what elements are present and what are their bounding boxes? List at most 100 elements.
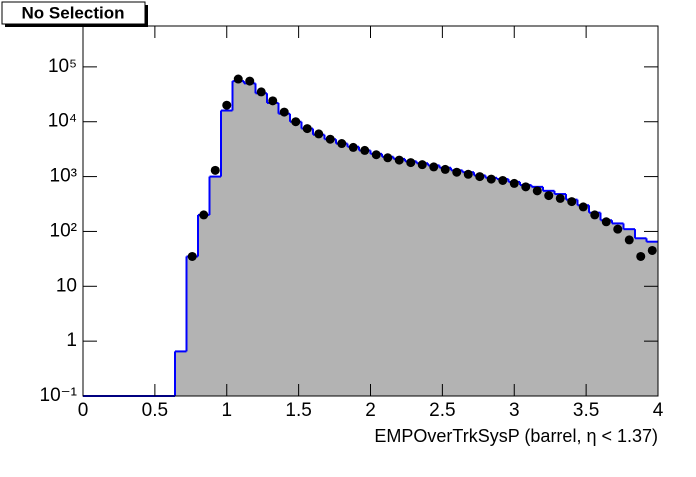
data-point	[463, 169, 473, 179]
bin	[290, 121, 302, 396]
x-tick-label: 4	[653, 400, 664, 421]
data-point	[521, 182, 531, 192]
bin	[451, 170, 463, 396]
data-point	[624, 235, 634, 245]
x-tick-label: 0.5	[142, 400, 168, 421]
bin	[186, 256, 198, 396]
x-tick-label: 0	[78, 400, 89, 421]
bin	[175, 351, 187, 396]
data-point	[256, 87, 266, 97]
bin	[566, 199, 578, 396]
bin	[485, 177, 497, 396]
data-point	[325, 134, 335, 144]
data-point	[314, 129, 324, 139]
data-point	[199, 210, 209, 220]
bin	[405, 161, 417, 396]
title-box	[1, 1, 146, 25]
data-point	[601, 217, 611, 227]
data-point	[498, 175, 508, 185]
bin	[635, 238, 647, 396]
data-point	[486, 174, 496, 184]
bin	[577, 205, 589, 396]
data-point	[636, 251, 646, 261]
y-tick-label: 10⁴	[48, 111, 77, 132]
data-point	[532, 186, 542, 196]
bin	[221, 110, 233, 396]
bin	[416, 163, 428, 396]
data-point	[279, 107, 289, 117]
data-point	[222, 100, 232, 110]
bin	[474, 175, 486, 396]
data-point	[210, 165, 220, 175]
bin	[232, 81, 244, 397]
bin	[428, 165, 440, 396]
data-point	[440, 164, 450, 174]
bin	[382, 156, 394, 396]
y-tick-label: 10⁻¹	[40, 385, 78, 406]
data-point	[555, 193, 565, 203]
bin	[359, 150, 371, 396]
data-point	[337, 139, 347, 149]
bin	[612, 223, 624, 396]
data-point	[590, 210, 600, 220]
y-tick-label: 1	[66, 330, 77, 351]
data-point	[578, 202, 588, 212]
data-point	[187, 251, 197, 261]
y-tick-label: 10⁵	[48, 56, 77, 77]
x-tick-label: 3.5	[573, 400, 599, 421]
bin	[209, 176, 221, 396]
bin	[198, 214, 210, 396]
data-point	[613, 224, 623, 234]
data-point	[268, 96, 278, 106]
data-point	[429, 162, 439, 172]
bin	[554, 194, 566, 396]
data-point	[348, 142, 358, 152]
data-point	[302, 124, 312, 134]
data-point	[567, 197, 577, 207]
x-tick-label: 2	[365, 400, 376, 421]
data-point	[417, 160, 427, 170]
data-point	[647, 245, 657, 255]
bin	[646, 241, 658, 396]
bin	[520, 185, 532, 396]
x-axis-label: EMPOverTrkSysP (barrel, η < 1.37)	[374, 426, 658, 446]
bin	[347, 146, 359, 396]
bin	[370, 153, 382, 396]
bin	[508, 181, 520, 396]
bin	[589, 212, 601, 396]
x-tick-label: 3	[509, 400, 520, 421]
bin	[336, 143, 348, 396]
data-point	[475, 172, 485, 182]
bin	[439, 167, 451, 396]
bin	[531, 186, 543, 396]
bin	[255, 93, 267, 396]
data-point	[233, 74, 243, 84]
data-point	[291, 117, 301, 127]
bin	[623, 229, 635, 396]
bin	[244, 83, 256, 396]
data-point	[245, 76, 255, 86]
data-point	[371, 150, 381, 160]
bin	[600, 220, 612, 396]
data-point	[544, 191, 554, 201]
bin	[278, 113, 290, 397]
bin	[267, 102, 279, 396]
data-point	[406, 158, 416, 168]
data-point	[394, 155, 404, 165]
x-tick-label: 1.5	[285, 400, 311, 421]
data-point	[509, 178, 519, 188]
bin	[497, 179, 509, 396]
y-tick-label: 10	[56, 275, 77, 296]
data-point	[360, 145, 370, 155]
x-tick-label: 1	[221, 400, 232, 421]
y-tick-label: 10³	[50, 166, 77, 187]
y-tick-label: 10²	[50, 220, 77, 241]
plot-area	[83, 74, 658, 397]
data-point	[383, 153, 393, 163]
chart-title: No Selection	[22, 3, 125, 22]
bin	[462, 172, 474, 396]
x-tick-label: 2.5	[429, 400, 455, 421]
bin	[324, 139, 336, 397]
